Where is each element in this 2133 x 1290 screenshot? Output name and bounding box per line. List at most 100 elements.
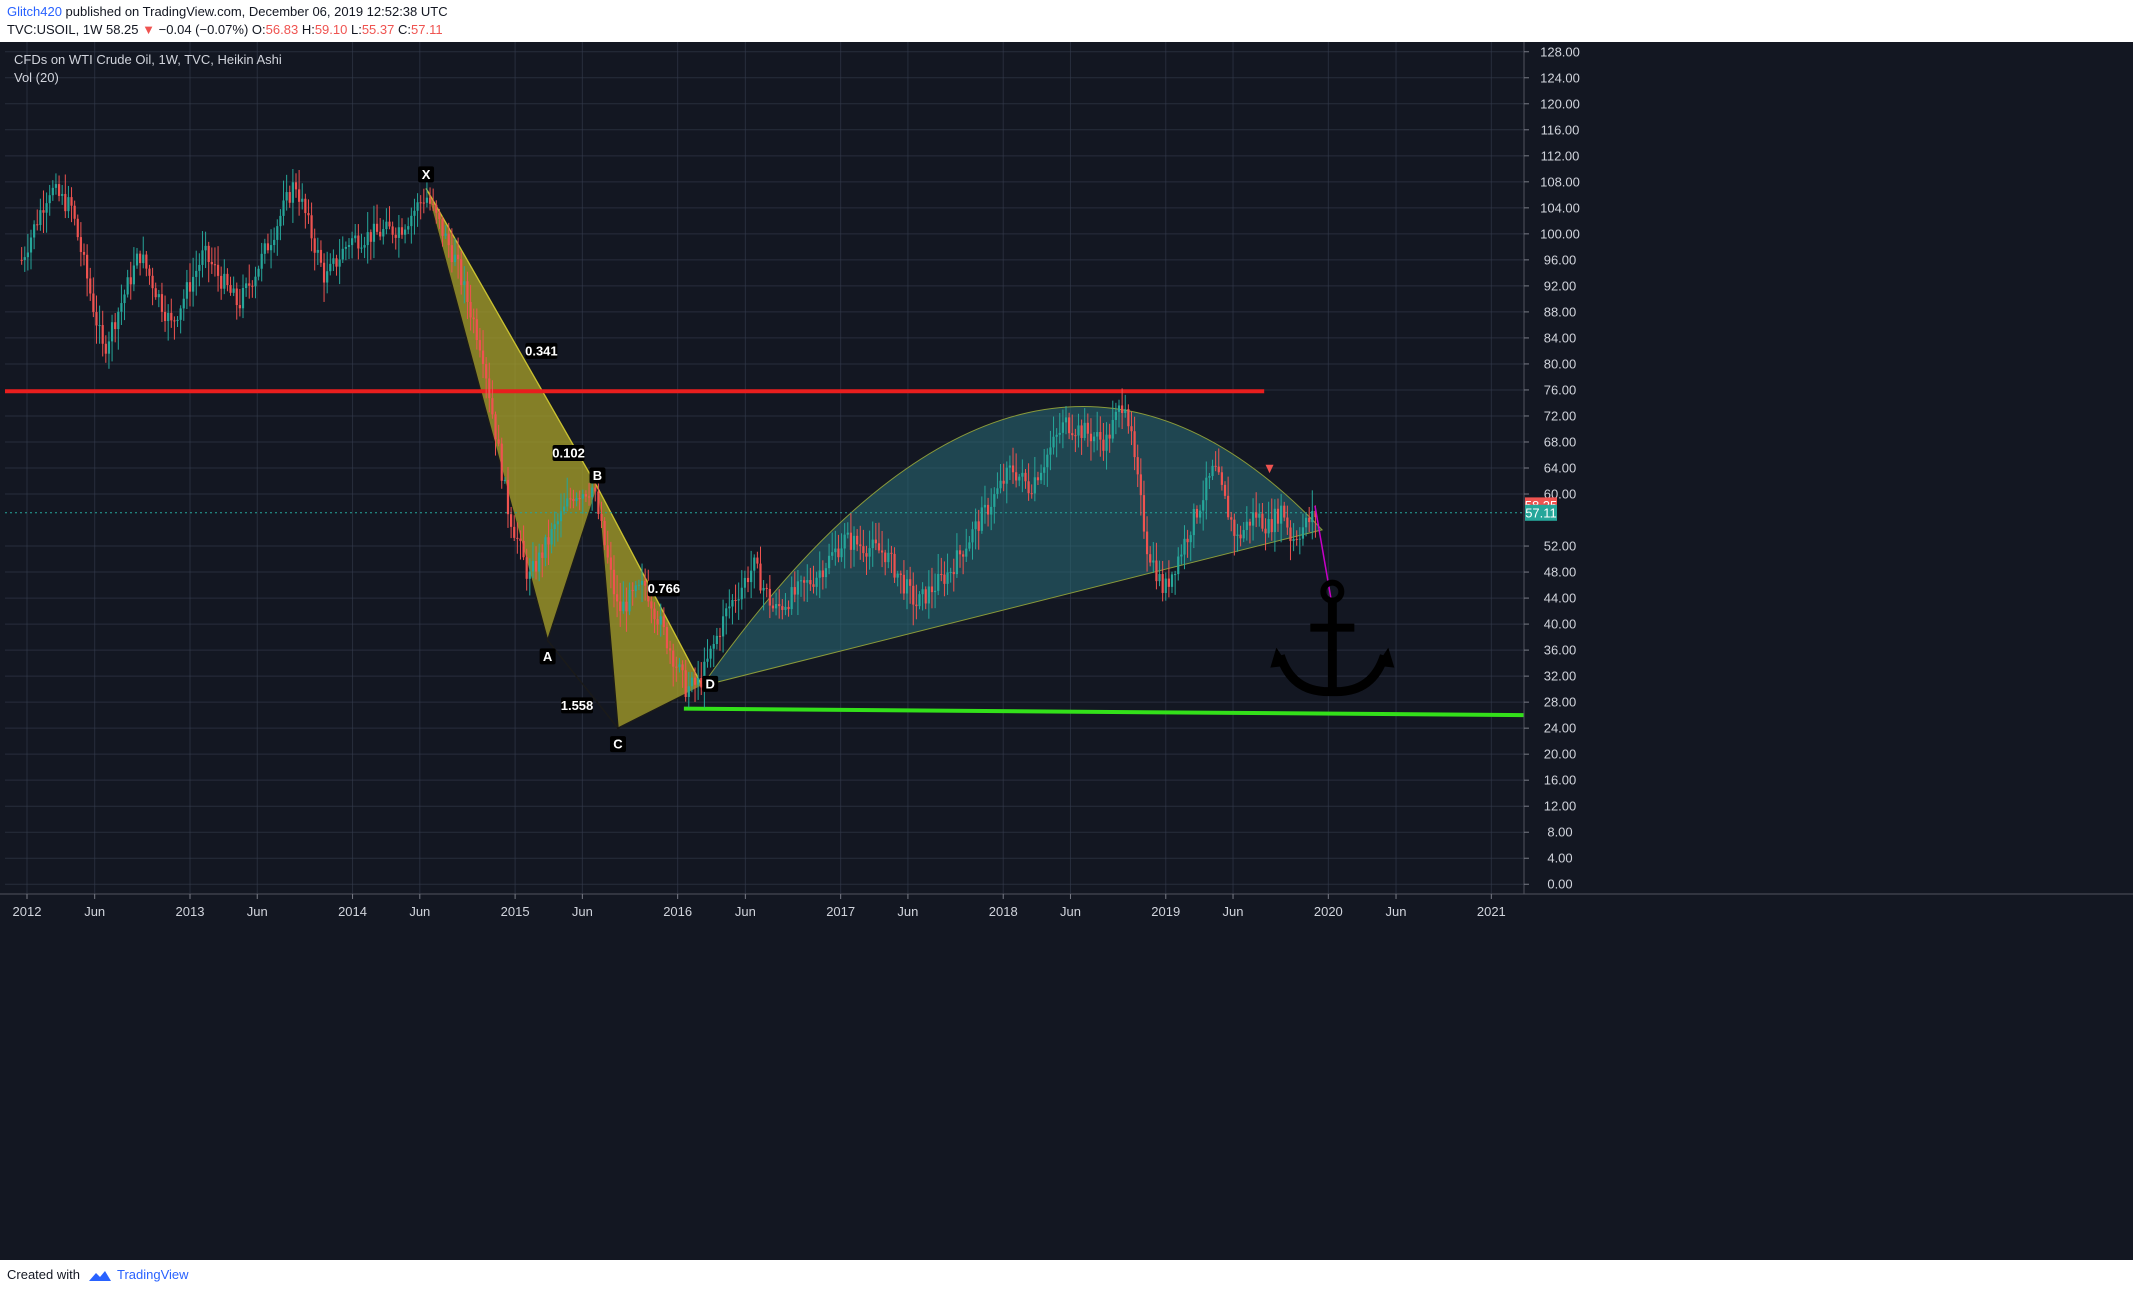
candle-body	[282, 200, 285, 216]
price-tick-label: 52.00	[1544, 539, 1577, 554]
candle-body	[852, 535, 856, 550]
point-label-a: A	[543, 649, 553, 664]
candle-body	[531, 561, 535, 572]
price-axis[interactable]: 128.00 124.00 120.00 116.00 112.00 108.00 104.…	[1523, 42, 2133, 894]
candle-body	[232, 288, 235, 293]
candle-body	[385, 221, 388, 230]
tradingview-link[interactable]: TradingView	[117, 1267, 189, 1282]
candle-body	[1236, 534, 1239, 536]
price-chart[interactable]: 0.341 0.102 0.766 1.558 X A B C D CFDs on WTI Cr…	[0, 42, 2133, 1260]
candle-body	[67, 197, 70, 212]
candle-body	[1005, 467, 1008, 484]
candle-body	[1142, 495, 1146, 532]
candle-body	[157, 294, 160, 298]
candle-body	[210, 261, 213, 265]
price-tick-label: 68.00	[1544, 434, 1577, 449]
candle-body	[547, 537, 550, 545]
created-with-text: Created with	[7, 1267, 80, 1282]
candle-body	[1267, 519, 1270, 534]
candle-body	[338, 259, 341, 267]
time-tick-label: 2015	[501, 904, 530, 919]
candle-body	[416, 202, 419, 211]
candle-body	[110, 322, 114, 342]
candle-body	[379, 231, 382, 237]
candle-body	[472, 317, 475, 320]
price-tick-label: 84.00	[1544, 330, 1577, 345]
candle-body	[182, 298, 185, 309]
candle-body	[1086, 422, 1089, 434]
candle-body	[625, 601, 628, 612]
candle-body	[1233, 519, 1236, 536]
price-tick-label: 108.00	[1540, 174, 1580, 189]
candle-body	[538, 552, 541, 572]
anchor-fluke-left	[1270, 647, 1289, 668]
candle-body	[64, 193, 67, 212]
candle-body	[965, 548, 968, 557]
candle-body	[974, 521, 977, 530]
candle-body	[351, 238, 354, 246]
candle-body	[89, 278, 92, 294]
candle-body	[335, 258, 338, 267]
candle-body	[241, 287, 245, 309]
candle-body	[179, 308, 182, 320]
price-tick-label: 104.00	[1540, 200, 1580, 215]
candle-body	[962, 554, 965, 557]
candle-body	[291, 182, 294, 203]
candle-body	[1136, 457, 1139, 475]
candle-body	[824, 568, 828, 578]
symbol-info: TVC:USOIL, 1W 58.25 ▼ −0.04 (−0.07%) O:5…	[7, 22, 443, 37]
candle-body	[890, 552, 893, 554]
candle-body	[937, 574, 940, 591]
candle-body	[1292, 538, 1295, 542]
candle-body	[213, 264, 217, 266]
candle-body	[765, 587, 768, 589]
candle-body	[915, 604, 918, 607]
candle-body	[662, 616, 665, 628]
candle-body	[95, 312, 98, 326]
candle-body	[566, 498, 569, 507]
open-label: O:	[251, 22, 266, 37]
chart-area[interactable]: 0.341 0.102 0.766 1.558 X A B C D CFDs on WTI Cr…	[0, 42, 2133, 1260]
candle-body	[896, 573, 899, 578]
author-link[interactable]: Glitch420	[7, 4, 62, 19]
ratio-label-box	[647, 580, 680, 597]
candle-body	[1043, 467, 1046, 473]
candle-body	[176, 319, 179, 321]
candle-body	[1083, 422, 1086, 438]
candle-body	[569, 498, 572, 500]
candle-body	[1258, 513, 1261, 518]
candle-body	[475, 319, 478, 341]
candle-body	[394, 234, 397, 238]
candle-body	[1174, 574, 1177, 576]
candle-body	[746, 577, 750, 583]
candle-body	[1133, 431, 1136, 458]
candle-body	[1002, 480, 1005, 484]
candle-body	[977, 521, 980, 531]
candle-body	[787, 606, 790, 610]
candle-body	[821, 570, 824, 578]
time-tick-label: 2014	[338, 904, 367, 919]
high-label: H:	[301, 22, 315, 37]
candle-body	[996, 488, 999, 495]
candle-body	[413, 210, 416, 216]
candle-body	[1117, 405, 1121, 412]
candle-body	[706, 658, 709, 662]
candle-body	[1149, 554, 1152, 563]
candle-body	[999, 480, 1002, 489]
price-tick-label: 28.00	[1544, 695, 1577, 710]
price-tick-label: 72.00	[1544, 408, 1577, 423]
candle-body	[441, 219, 444, 236]
candle-body	[712, 644, 715, 649]
candle-body	[248, 283, 251, 286]
candle-body	[594, 487, 597, 492]
candle-body	[1055, 434, 1058, 437]
candle-body	[73, 205, 76, 219]
tradingview-logo-icon[interactable]	[88, 1269, 112, 1283]
candle-body	[92, 293, 95, 313]
time-axis[interactable]: 2012 Jun 2013 Jun 2014 Jun 2015 Jun 2016 Jun 2017 J…	[0, 893, 2133, 1260]
candle-body	[986, 504, 990, 515]
time-tick-label: Jun	[1386, 904, 1407, 919]
candle-body	[597, 491, 600, 514]
candle-body	[697, 677, 700, 685]
price-tick-label: 80.00	[1544, 356, 1577, 371]
